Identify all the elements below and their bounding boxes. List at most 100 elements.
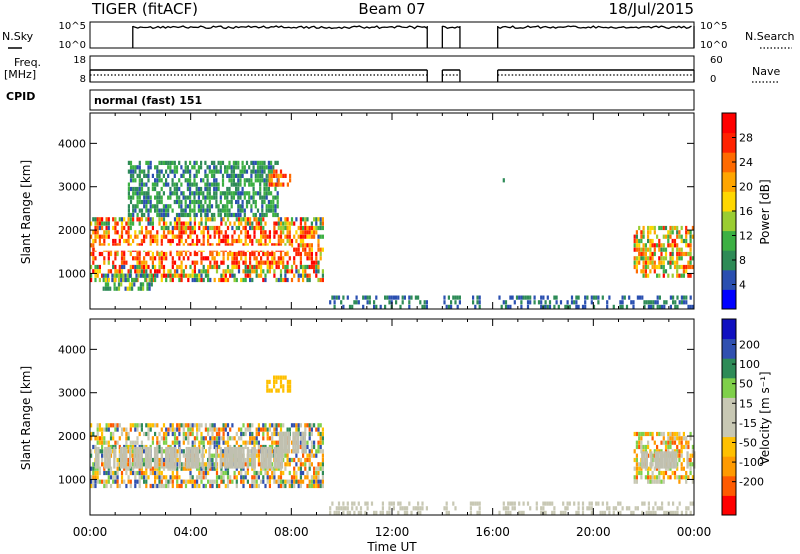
echo-cell (129, 169, 133, 174)
echo-cell (138, 251, 141, 257)
echo-cell (200, 160, 203, 165)
echo-cell (96, 470, 99, 476)
ground-scatter-cell (178, 446, 182, 469)
echo-cell (116, 243, 119, 248)
echo-cell (125, 221, 128, 226)
echo-cell (147, 195, 150, 200)
echo-cell (229, 479, 232, 484)
echo-cell (124, 286, 127, 291)
echo-cell (266, 243, 269, 248)
echo-cell (664, 234, 668, 239)
echo-cell (263, 178, 266, 183)
echo-cell (555, 300, 558, 305)
echo-cell (193, 173, 196, 178)
echo-cell (317, 483, 320, 489)
echo-cell (621, 506, 624, 511)
echo-cell (242, 475, 245, 480)
echo-cell (255, 269, 258, 274)
echo-cell (160, 479, 163, 484)
echo-cell (195, 182, 198, 187)
echo-cell (515, 295, 519, 300)
echo-cell (167, 269, 170, 274)
echo-cell (650, 304, 653, 309)
echo-cell (279, 466, 283, 471)
echo-cell (282, 256, 285, 261)
echo-cell (295, 217, 298, 222)
echo-cell (92, 462, 95, 467)
echo-cell (271, 449, 274, 454)
echo-cell (151, 260, 154, 265)
echo-cell (169, 195, 172, 200)
echo-cell (171, 160, 174, 165)
echo-cell (158, 256, 161, 261)
echo-cell (691, 501, 694, 506)
echo-cell (160, 186, 163, 192)
echo-cell (195, 169, 198, 174)
echo-cell (410, 510, 413, 515)
colorbar-segment (722, 269, 736, 290)
echo-cell (687, 304, 690, 309)
echo-cell (213, 186, 216, 192)
echo-cell (261, 208, 264, 213)
echo-cell (114, 479, 117, 484)
echo-cell (158, 195, 161, 200)
echo-cell (273, 470, 276, 476)
echo-cell (186, 178, 189, 183)
echo-cell (158, 191, 161, 196)
echo-cell (691, 234, 694, 239)
x-tick-label: 00:00 (73, 525, 108, 539)
echo-cell (658, 431, 661, 437)
echo-cell (266, 251, 269, 257)
echo-cell (639, 295, 642, 300)
echo-cell (251, 466, 254, 471)
echo-cell (244, 234, 247, 239)
echo-cell (317, 247, 320, 252)
echo-cell (114, 217, 117, 222)
echo-cell (132, 440, 135, 445)
echo-cell (154, 470, 157, 476)
echo-cell (217, 212, 220, 218)
echo-cell (321, 234, 324, 239)
freq-tick-bottom: 8 (80, 74, 86, 85)
echo-cell (229, 221, 232, 226)
echo-cell (160, 256, 163, 261)
echo-cell (90, 475, 93, 480)
echo-cell (189, 169, 192, 174)
echo-cell (191, 243, 194, 248)
echo-cell (173, 260, 177, 265)
echo-cell (120, 264, 124, 270)
echo-cell (319, 483, 322, 489)
echo-cell (107, 256, 110, 261)
echo-cell (252, 165, 255, 170)
echo-cell (189, 160, 192, 165)
echo-cell (669, 444, 672, 450)
echo-cell (255, 453, 258, 458)
echo-cell (136, 470, 139, 476)
echo-cell (676, 273, 679, 278)
echo-cell (207, 431, 210, 437)
echo-cell (158, 470, 161, 476)
power-colorbar-label: Power [dB] (758, 179, 772, 244)
cpid-text: normal (fast) 151 (94, 94, 202, 107)
echo-cell (101, 457, 104, 463)
echo-cell (92, 483, 95, 489)
echo-cell (226, 165, 229, 170)
echo-cell (127, 466, 130, 471)
echo-cell (662, 234, 665, 239)
echo-cell (680, 510, 683, 515)
echo-cell (321, 449, 324, 454)
echo-cell (353, 501, 356, 506)
echo-cell (275, 173, 278, 178)
echo-cell (191, 269, 194, 274)
echo-cell (254, 212, 257, 218)
echo-cell (193, 160, 196, 165)
echo-cell (118, 483, 121, 489)
echo-cell (286, 427, 289, 432)
echo-cell (224, 165, 227, 170)
echo-cell (274, 208, 277, 213)
echo-cell (319, 225, 322, 231)
echo-cell (319, 440, 322, 445)
echo-cell (268, 483, 271, 489)
echo-cell (218, 440, 221, 445)
echo-cell (680, 440, 683, 445)
